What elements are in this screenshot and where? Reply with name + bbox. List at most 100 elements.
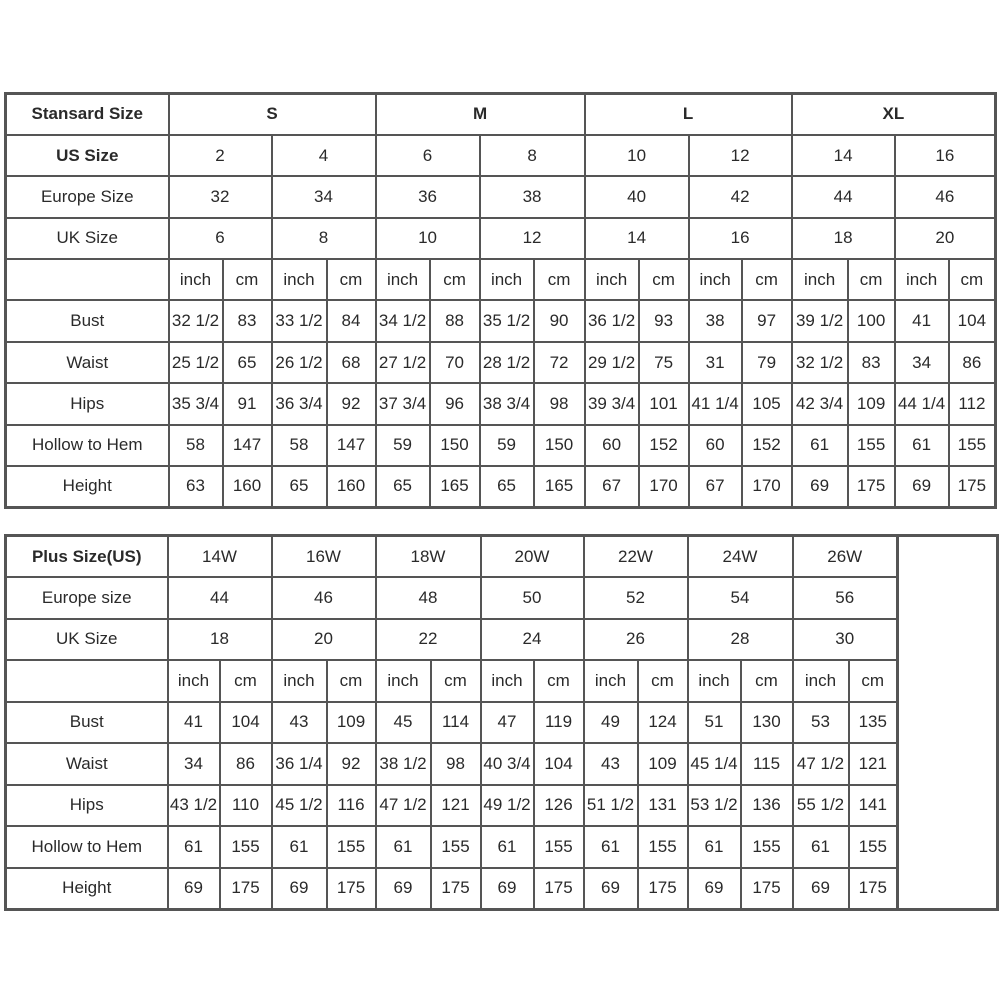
measurement-row: Height 69 175 69 175 69 175 69 175 69 175 69 175 69 17… — [4, 866, 998, 910]
measurement-cell: 105 — [740, 382, 793, 426]
unit-inch: inch — [790, 258, 849, 302]
empty-column — [896, 534, 999, 910]
measurement-cell: 32 1/2 — [790, 340, 849, 385]
size-cell: 20 — [270, 617, 377, 661]
size-cell: 4 — [270, 133, 377, 178]
measurement-cell: 47 1/2 — [374, 783, 432, 827]
measurement-cell: 35 3/4 — [167, 382, 224, 426]
measurement-cell: 43 1/2 — [166, 783, 221, 827]
measurement-cell: 67 — [583, 465, 640, 509]
plus-size-row: Plus Size(US) 14W 16W 18W 20W 22W 24W 26W — [4, 534, 999, 910]
measurement-row: Hollow to Hem 61 155 61 155 61 155 61 155 61 155 61… — [4, 825, 998, 869]
measurement-cell: 61 — [374, 825, 432, 869]
size-cell: 46 — [893, 175, 997, 219]
unit-cm: cm — [739, 659, 794, 703]
unit-inch: inch — [166, 659, 221, 703]
measurement-cell: 61 — [790, 423, 849, 468]
size-cell: 42 — [687, 175, 793, 219]
size-cell: 38 — [478, 175, 586, 219]
measurement-cell: 65 — [478, 465, 535, 509]
uk-size-row: UK Size 18 20 22 24 26 28 30 — [4, 617, 998, 661]
measurement-cell: 175 — [218, 866, 273, 910]
measurement-row: Waist 34 86 36 1/4 92 38 1/2 98 40 3/4 104 43 109 4… — [4, 742, 998, 786]
row-header: Hollow to Hem — [4, 825, 169, 869]
measurement-cell: 130 — [739, 700, 794, 744]
unit-cm: cm — [846, 258, 896, 302]
size-cell: 26W — [791, 534, 899, 578]
measurement-cell: 27 1/2 — [374, 340, 431, 385]
size-group-header: XL — [790, 92, 997, 136]
measurement-cell: 160 — [221, 465, 273, 509]
measurement-cell: 45 1/4 — [686, 742, 742, 786]
size-cell: 34 — [270, 175, 377, 219]
row-header: Bust — [4, 299, 170, 343]
measurement-cell: 26 1/2 — [270, 340, 328, 385]
measurement-cell: 84 — [325, 299, 377, 343]
unit-inch: inch — [270, 659, 328, 703]
unit-inch: inch — [687, 258, 743, 302]
measurement-cell: 150 — [532, 423, 586, 468]
measurement-cell: 61 — [686, 825, 742, 869]
measurement-cell: 61 — [791, 825, 850, 869]
measurement-cell: 28 1/2 — [478, 340, 535, 385]
measurement-cell: 61 — [582, 825, 639, 869]
unit-cm: cm — [532, 659, 585, 703]
measurement-cell: 92 — [325, 742, 377, 786]
measurement-cell: 41 — [893, 299, 950, 343]
size-cell: 16 — [893, 133, 997, 178]
measurement-cell: 175 — [739, 866, 794, 910]
size-cell: 24W — [686, 534, 794, 578]
us-size-row: US Size 2 4 6 8 10 12 14 16 — [4, 133, 997, 178]
row-header: Bust — [4, 700, 169, 744]
measurement-cell: 53 — [791, 700, 850, 744]
size-cell: 12 — [478, 216, 586, 261]
measurement-cell: 69 — [479, 866, 535, 910]
measurement-row: Hips 35 3/4 91 36 3/4 92 37 3/4 96 38 3/4 98 39 3… — [4, 382, 997, 426]
unit-inch: inch — [893, 258, 950, 302]
measurement-cell: 41 — [166, 700, 221, 744]
measurement-row: Height 63 160 65 160 65 165 65 165 67 170 67 170 69 17… — [4, 465, 997, 509]
measurement-cell: 109 — [325, 700, 377, 744]
size-cell: 52 — [582, 576, 689, 620]
measurement-cell: 29 1/2 — [583, 340, 640, 385]
measurement-cell: 41 1/4 — [687, 382, 743, 426]
measurement-cell: 69 — [582, 866, 639, 910]
measurement-cell: 61 — [479, 825, 535, 869]
measurement-cell: 175 — [847, 866, 899, 910]
measurement-cell: 44 1/4 — [893, 382, 950, 426]
size-cell: 14 — [583, 216, 690, 261]
size-cell: 14 — [790, 133, 896, 178]
measurement-cell: 60 — [687, 423, 743, 468]
size-group-header: M — [374, 92, 586, 136]
measurement-cell: 61 — [166, 825, 221, 869]
measurement-cell: 83 — [846, 340, 896, 385]
measurement-cell: 49 — [582, 700, 639, 744]
unit-inch: inch — [686, 659, 742, 703]
size-group-row: Stansard Size S M L XL — [4, 92, 997, 136]
measurement-cell: 150 — [428, 423, 481, 468]
size-cell: 56 — [791, 576, 899, 620]
measurement-cell: 69 — [893, 465, 950, 509]
measurement-cell: 59 — [478, 423, 535, 468]
measurement-cell: 121 — [429, 783, 482, 827]
measurement-cell: 152 — [740, 423, 793, 468]
measurement-cell: 147 — [325, 423, 377, 468]
measurement-cell: 55 1/2 — [791, 783, 850, 827]
measurement-cell: 175 — [947, 465, 997, 509]
europe-size-row: Europe Size 32 34 36 38 40 42 44 46 — [4, 175, 997, 219]
measurement-cell: 114 — [429, 700, 482, 744]
unit-inch: inch — [479, 659, 535, 703]
measurement-cell: 38 1/2 — [374, 742, 432, 786]
measurement-cell: 42 3/4 — [790, 382, 849, 426]
unit-cm: cm — [532, 258, 586, 302]
measurement-cell: 165 — [532, 465, 586, 509]
size-cell: 54 — [686, 576, 794, 620]
measurement-cell: 65 — [374, 465, 431, 509]
measurement-cell: 49 1/2 — [479, 783, 535, 827]
measurement-cell: 43 — [270, 700, 328, 744]
measurement-cell: 83 — [221, 299, 273, 343]
measurement-cell: 104 — [532, 742, 585, 786]
measurement-row: Bust 41 104 43 109 45 114 47 119 49 124 51 130 53 135 — [4, 700, 998, 744]
size-cell: 44 — [166, 576, 273, 620]
measurement-cell: 47 — [479, 700, 535, 744]
